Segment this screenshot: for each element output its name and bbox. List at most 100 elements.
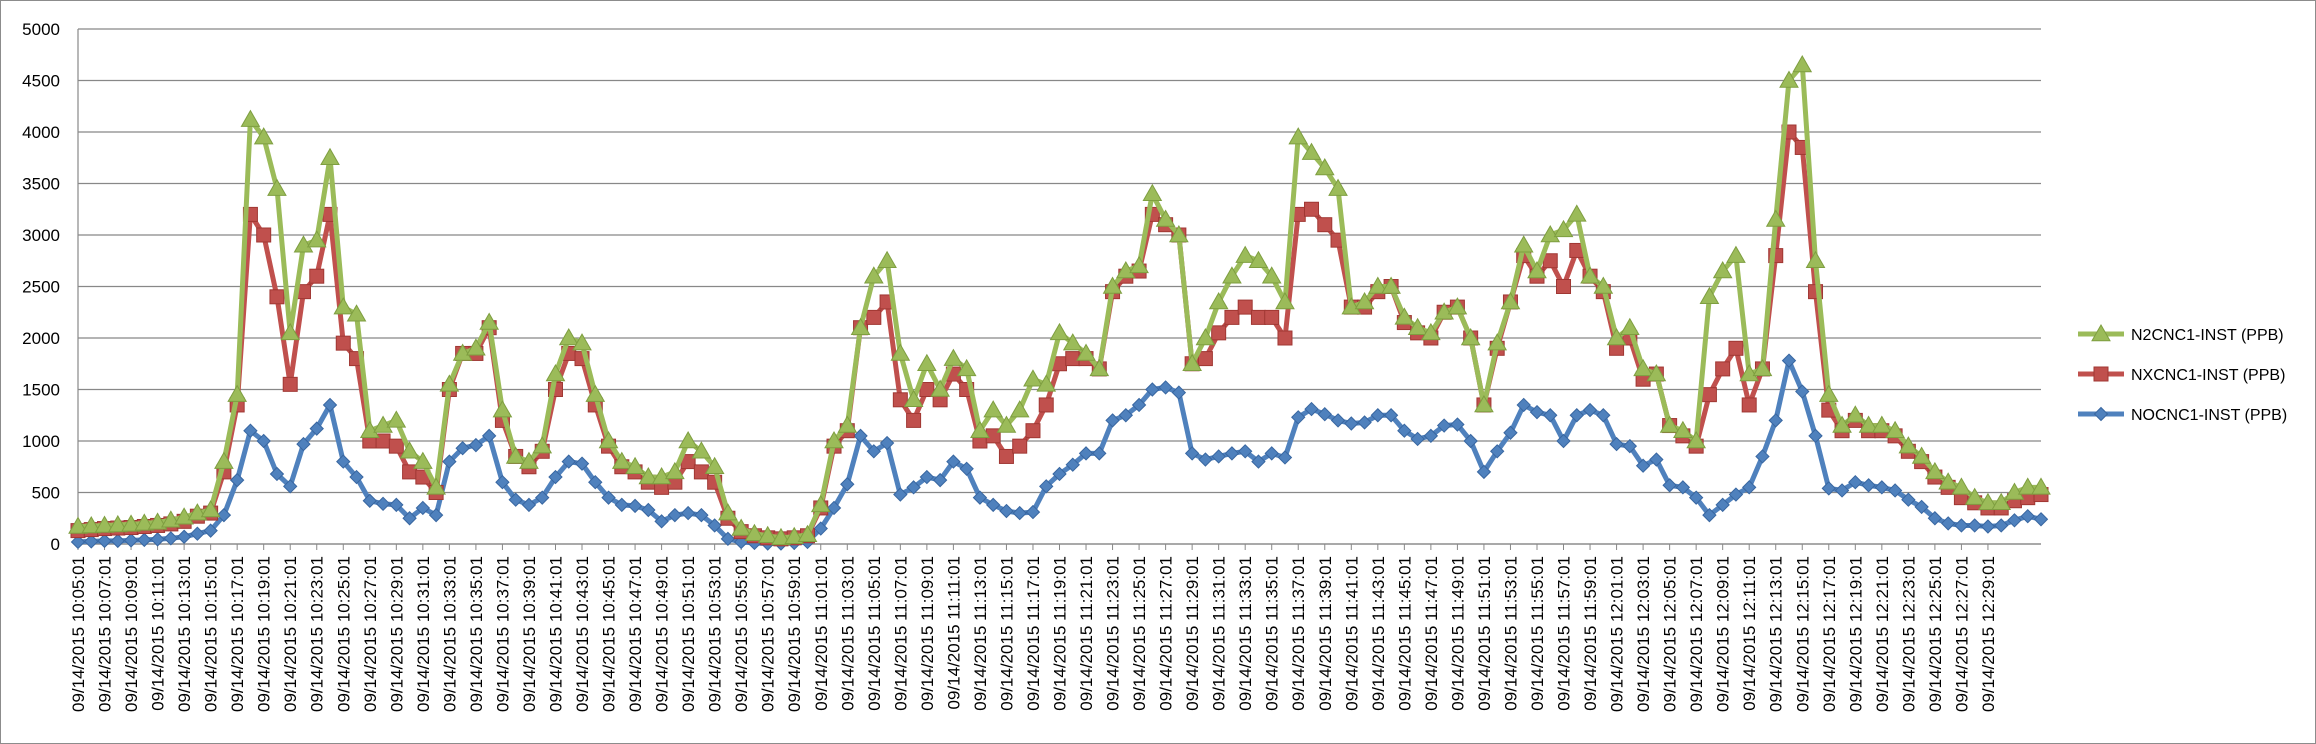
x-tick-label: 09/14/2015 10:29:01 (387, 556, 406, 712)
data-point (985, 497, 1001, 513)
x-tick-label: 09/14/2015 10:15:01 (202, 556, 221, 712)
data-point (1487, 333, 1508, 351)
data-point (1463, 433, 1478, 449)
x-tick-label: 09/14/2015 11:49:01 (1448, 556, 1467, 711)
data-point (1593, 276, 1614, 294)
x-tick-label: 09/14/2015 11:57:01 (1555, 556, 1574, 711)
data-point (826, 500, 842, 516)
data-point (2007, 513, 2022, 528)
data-point (1728, 340, 1744, 356)
data-point (1224, 446, 1240, 461)
data-point (81, 515, 102, 534)
data-point (1304, 201, 1320, 217)
data-point (1460, 327, 1481, 346)
data-point (256, 433, 271, 449)
data-point (614, 497, 630, 513)
data-point (137, 532, 152, 548)
data-point (1237, 444, 1253, 459)
data-point (1370, 408, 1386, 423)
legend-item: N2CNC1-INST (PPB) (2078, 323, 2284, 344)
data-point (519, 451, 539, 469)
data-point (1314, 158, 1335, 176)
data-point (1646, 364, 1667, 382)
data-point (1596, 408, 1611, 423)
data-point (452, 343, 473, 361)
data-point (797, 524, 818, 542)
data-point (691, 441, 712, 459)
data-point (1105, 413, 1120, 428)
data-point (389, 497, 404, 513)
data-point (1182, 353, 1202, 371)
data-point (1224, 309, 1240, 325)
x-tick-label: 09/14/2015 10:41:01 (546, 556, 565, 712)
data-point (1078, 446, 1094, 461)
data-point (1662, 478, 1677, 493)
legend-item: NXCNC1-INST (PPB) (2078, 366, 2285, 384)
data-point (1781, 353, 1797, 368)
data-point (932, 472, 948, 488)
data-point (1741, 397, 1757, 413)
data-point (930, 379, 950, 397)
data-point (866, 444, 882, 459)
x-tick-label: 09/14/2015 11:43:01 (1369, 556, 1388, 711)
data-point (574, 456, 590, 471)
data-point (638, 467, 659, 485)
data-point (2017, 477, 2038, 495)
data-point (611, 451, 632, 469)
data-point (1792, 55, 1813, 73)
data-point (1622, 438, 1638, 454)
data-point (1131, 397, 1147, 413)
data-point (1503, 425, 1518, 440)
data-point (853, 428, 868, 444)
x-tick-label: 09/14/2015 11:45:01 (1395, 556, 1414, 711)
data-point (1197, 351, 1213, 367)
x-tick-label: 09/14/2015 11:37:01 (1289, 556, 1308, 711)
data-point (784, 526, 805, 545)
data-point (548, 469, 563, 485)
data-point (107, 514, 128, 533)
data-point (97, 533, 112, 549)
data-point (176, 529, 192, 544)
data-point (892, 392, 908, 408)
x-tick-label: 09/14/2015 10:23:01 (308, 556, 327, 712)
x-tick-label: 09/14/2015 11:55:01 (1528, 556, 1547, 711)
data-point (1248, 250, 1269, 268)
data-point (654, 514, 669, 529)
data-point (998, 448, 1014, 464)
x-tick-label: 09/14/2015 12:27:01 (1952, 556, 1971, 712)
x-tick-label: 09/14/2015 12:23:01 (1899, 556, 1918, 712)
data-point (1025, 423, 1041, 439)
data-point (919, 469, 935, 485)
data-point (1012, 438, 1028, 454)
x-tick-label: 09/14/2015 11:23:01 (1104, 556, 1123, 711)
y-tick-label: 1500 (22, 381, 60, 400)
data-point (1914, 499, 1929, 515)
data-point (1354, 291, 1375, 310)
data-point (1025, 504, 1041, 520)
data-point (1500, 291, 1521, 310)
data-point (863, 266, 884, 284)
x-tick-label: 09/14/2015 10:39:01 (520, 556, 539, 712)
data-point (2033, 512, 2049, 527)
data-point (1911, 446, 1932, 464)
data-point (492, 400, 513, 418)
data-point (545, 364, 566, 382)
data-point (1980, 519, 1996, 534)
data-point (243, 423, 258, 438)
data-point (1527, 261, 1547, 279)
data-point (163, 531, 179, 546)
data-point (601, 490, 616, 505)
data-point (253, 127, 274, 145)
data-point (1805, 250, 1826, 268)
data-point (1169, 224, 1189, 243)
data-point (694, 507, 709, 523)
data-point (1436, 418, 1452, 433)
data-point (320, 147, 340, 165)
data-point (1118, 408, 1134, 423)
series-n2cnc1-inst (68, 55, 2051, 546)
data-point (1410, 431, 1425, 447)
x-tick-label: 09/14/2015 11:09:01 (918, 556, 937, 711)
data-point (150, 532, 165, 547)
data-point (1076, 343, 1096, 361)
data-point (280, 322, 301, 341)
